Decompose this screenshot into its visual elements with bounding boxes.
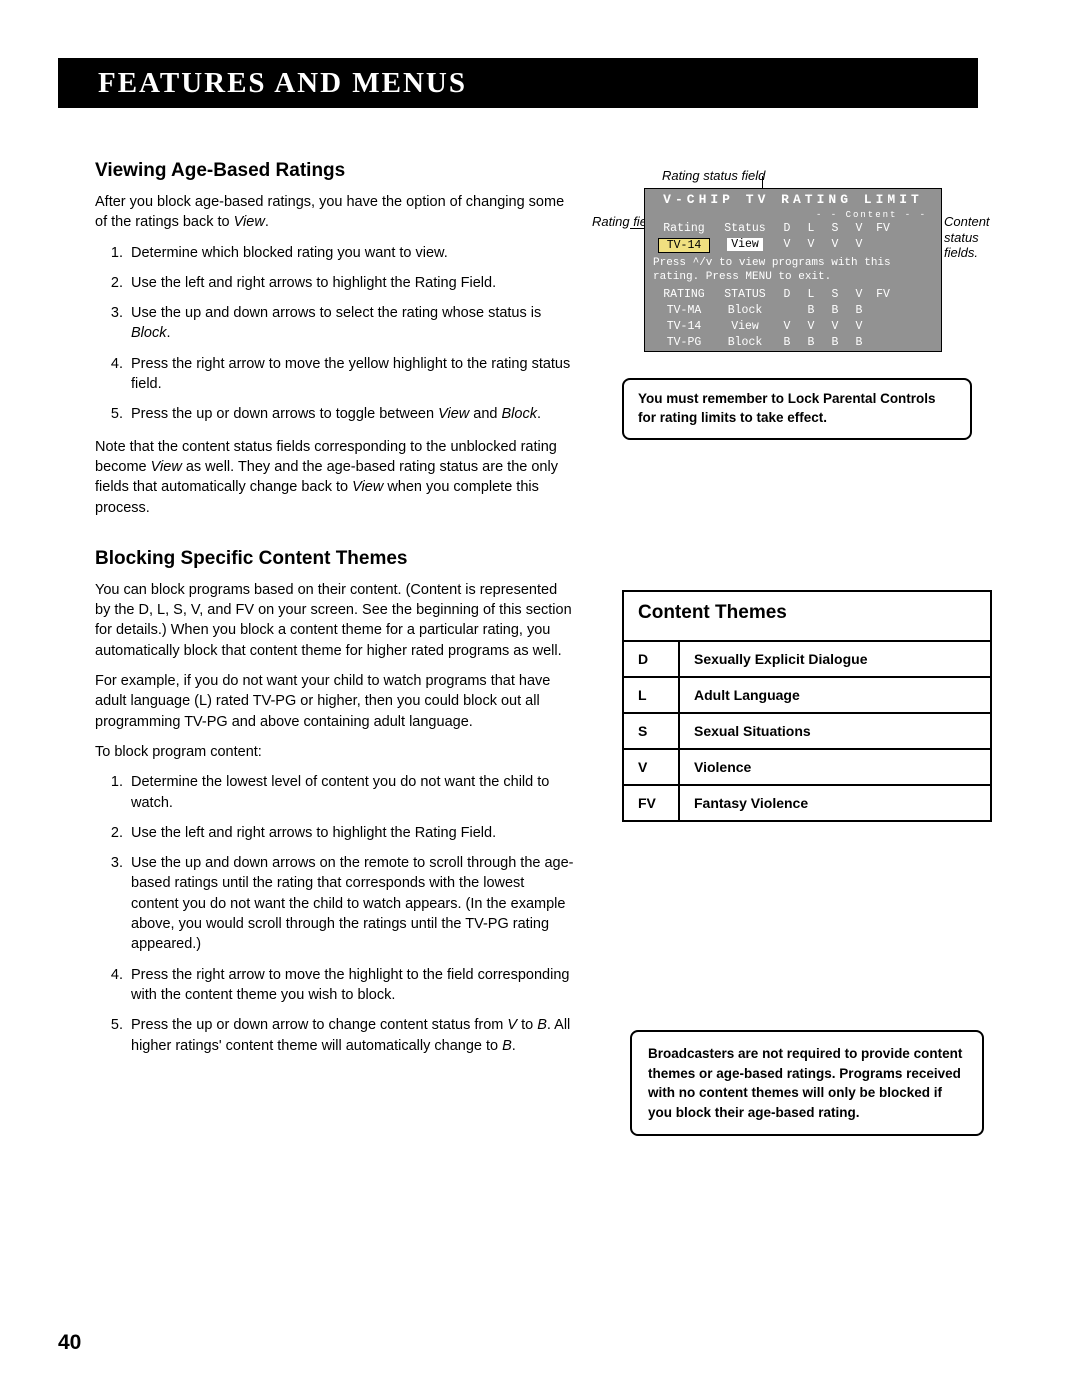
content-theme-row: FVFantasy Violence xyxy=(624,786,990,820)
vchip-row: TV-GView xyxy=(645,351,941,367)
vchip-header2-row: RATING STATUS D L S V FV xyxy=(645,287,941,303)
note-lock-reminder: You must remember to Lock Parental Contr… xyxy=(622,378,972,440)
vchip-header-row: Rating Status D L S V FV xyxy=(645,220,941,236)
status-highlight: View xyxy=(727,238,763,251)
header-bar: FEATURES AND MENUS xyxy=(58,58,978,108)
vchip-screen: V-CHIP TV RATING LIMIT - - Content - - R… xyxy=(644,188,942,352)
s1-intro: After you block age-based ratings, you h… xyxy=(95,192,575,233)
vchip-subtitle: - - Content - - xyxy=(645,210,941,220)
s2-heading: Blocking Specific Content Themes xyxy=(95,548,575,570)
s2-p1: You can block programs based on their co… xyxy=(95,580,575,661)
list-item: Press the right arrow to move the yellow… xyxy=(127,354,575,395)
header-title: FEATURES AND MENUS xyxy=(98,67,467,100)
section-blocking: Blocking Specific Content Themes You can… xyxy=(95,548,575,1056)
list-item: Use the left and right arrows to highlig… xyxy=(127,823,575,843)
vchip-row: TV-MABlockBBB xyxy=(645,303,941,319)
s2-steps: Determine the lowest level of content yo… xyxy=(115,772,575,1056)
left-column: Viewing Age-Based Ratings After you bloc… xyxy=(95,160,575,1068)
page-number: 40 xyxy=(58,1331,81,1355)
label-rating-status-field: Rating status field xyxy=(662,168,765,183)
list-item: Press the up or down arrow to change con… xyxy=(127,1015,575,1056)
list-item: Determine the lowest level of content yo… xyxy=(127,772,575,813)
vchip-title: V-CHIP TV RATING LIMIT xyxy=(645,189,941,210)
content-themes-heading: Content Themes xyxy=(624,592,990,642)
label-content-status-fields: Content status fields. xyxy=(944,214,1002,261)
s1-note: Note that the content status fields corr… xyxy=(95,437,575,518)
vchip-row: TV-PGBlockBBBB xyxy=(645,335,941,351)
list-item: Use the up and down arrows to select the… xyxy=(127,303,575,344)
content-theme-row: VViolence xyxy=(624,750,990,786)
s2-p2: For example, if you do not want your chi… xyxy=(95,671,575,732)
s1-heading: Viewing Age-Based Ratings xyxy=(95,160,575,182)
rating-highlight: TV-14 xyxy=(658,238,711,253)
vchip-message: Press ^/v to view programs with this rat… xyxy=(645,254,941,287)
content-theme-row: DSexually Explicit Dialogue xyxy=(624,642,990,678)
content-themes-table: Content Themes DSexually Explicit Dialog… xyxy=(622,590,992,822)
list-item: Determine which blocked rating you want … xyxy=(127,243,575,263)
list-item: Use the left and right arrows to highlig… xyxy=(127,273,575,293)
note-broadcasters: Broadcasters are not required to provide… xyxy=(630,1030,984,1136)
vchip-row: TV-14ViewVVVV xyxy=(645,319,941,335)
s2-p3: To block program content: xyxy=(95,742,575,762)
list-item: Press the up or down arrows to toggle be… xyxy=(127,404,575,424)
list-item: Use the up and down arrows on the remote… xyxy=(127,853,575,954)
content-theme-row: LAdult Language xyxy=(624,678,990,714)
s1-steps: Determine which blocked rating you want … xyxy=(115,243,575,425)
section-viewing: Viewing Age-Based Ratings After you bloc… xyxy=(95,160,575,518)
content-theme-row: SSexual Situations xyxy=(624,714,990,750)
list-item: Press the right arrow to move the highli… xyxy=(127,965,575,1006)
vchip-current-row: TV-14 View V V V V xyxy=(645,236,941,254)
